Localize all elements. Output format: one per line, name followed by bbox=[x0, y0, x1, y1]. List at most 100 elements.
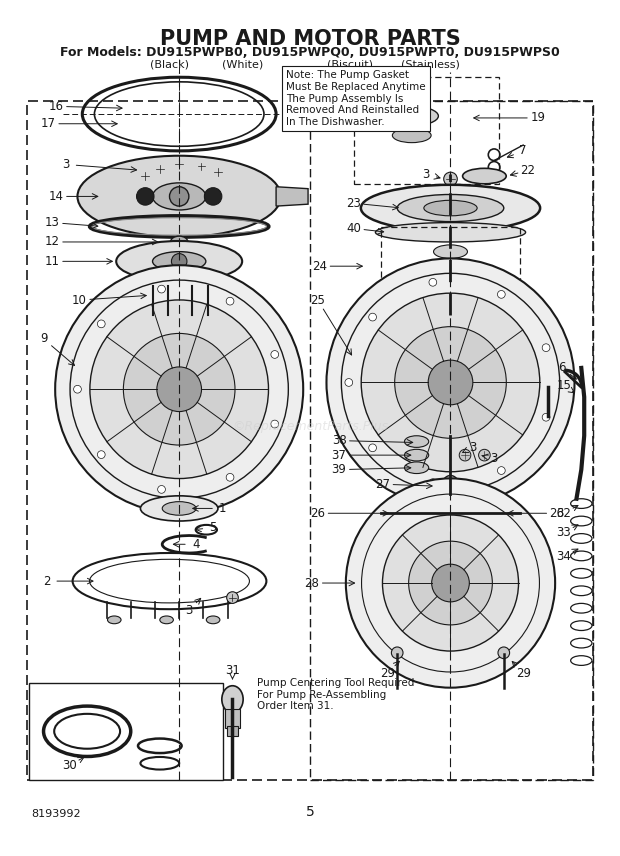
Text: 25: 25 bbox=[311, 294, 325, 306]
Text: 16: 16 bbox=[48, 100, 64, 113]
Text: 5: 5 bbox=[306, 805, 314, 819]
Text: 17: 17 bbox=[41, 117, 56, 130]
Text: 14: 14 bbox=[48, 190, 64, 203]
Text: 34: 34 bbox=[556, 550, 571, 563]
Ellipse shape bbox=[160, 616, 174, 624]
Circle shape bbox=[497, 290, 505, 298]
Text: 26: 26 bbox=[310, 507, 326, 520]
Circle shape bbox=[55, 265, 303, 514]
Text: 33: 33 bbox=[557, 526, 571, 539]
Circle shape bbox=[205, 187, 222, 205]
Circle shape bbox=[90, 300, 268, 479]
Text: ©ReplacementParts.Plus: ©ReplacementParts.Plus bbox=[232, 419, 388, 432]
Circle shape bbox=[97, 320, 105, 328]
Text: (Black): (Black) bbox=[150, 60, 189, 70]
Circle shape bbox=[174, 158, 185, 170]
Circle shape bbox=[542, 413, 550, 421]
Text: 1: 1 bbox=[219, 502, 226, 515]
Ellipse shape bbox=[222, 686, 243, 713]
Text: 13: 13 bbox=[45, 216, 60, 229]
Text: 32: 32 bbox=[556, 507, 571, 520]
Ellipse shape bbox=[141, 496, 218, 521]
Circle shape bbox=[346, 479, 555, 687]
Ellipse shape bbox=[397, 194, 504, 222]
Circle shape bbox=[227, 591, 238, 603]
Circle shape bbox=[395, 327, 507, 438]
Circle shape bbox=[542, 344, 550, 352]
Circle shape bbox=[203, 280, 213, 291]
Circle shape bbox=[459, 449, 471, 461]
Text: 23: 23 bbox=[346, 197, 361, 210]
Ellipse shape bbox=[462, 495, 520, 532]
Text: 10: 10 bbox=[72, 294, 87, 306]
Text: 7: 7 bbox=[520, 145, 527, 158]
Text: 22: 22 bbox=[521, 163, 536, 176]
Ellipse shape bbox=[381, 495, 439, 532]
Circle shape bbox=[172, 253, 187, 269]
Text: 6: 6 bbox=[558, 361, 565, 374]
Ellipse shape bbox=[116, 241, 242, 282]
Circle shape bbox=[157, 285, 166, 293]
Ellipse shape bbox=[433, 245, 467, 259]
Circle shape bbox=[271, 420, 278, 428]
Text: 24: 24 bbox=[312, 259, 327, 273]
Ellipse shape bbox=[78, 156, 281, 237]
Circle shape bbox=[409, 541, 492, 625]
Text: 3: 3 bbox=[185, 603, 193, 616]
Text: 4: 4 bbox=[192, 538, 200, 550]
Text: 27: 27 bbox=[375, 478, 390, 490]
Circle shape bbox=[74, 385, 81, 393]
Bar bbox=[27, 102, 593, 780]
Ellipse shape bbox=[162, 502, 196, 515]
Text: 12: 12 bbox=[45, 235, 60, 248]
Polygon shape bbox=[276, 187, 308, 206]
Text: (Stainless): (Stainless) bbox=[401, 60, 459, 70]
Text: 37: 37 bbox=[332, 449, 347, 461]
Text: 3: 3 bbox=[423, 168, 430, 181]
Text: 29: 29 bbox=[380, 667, 395, 680]
Circle shape bbox=[361, 293, 540, 472]
Circle shape bbox=[162, 280, 173, 291]
Ellipse shape bbox=[433, 274, 467, 288]
Circle shape bbox=[345, 378, 353, 386]
Circle shape bbox=[271, 351, 278, 359]
Bar bbox=[227, 727, 238, 736]
Text: 28: 28 bbox=[304, 577, 319, 590]
Circle shape bbox=[157, 367, 202, 412]
Text: For Models: DU915PWPB0, DU915PWPQ0, DU915PWPT0, DU915PWPS0: For Models: DU915PWPB0, DU915PWPQ0, DU91… bbox=[60, 46, 560, 59]
Circle shape bbox=[157, 485, 166, 493]
Text: (White): (White) bbox=[221, 60, 263, 70]
Text: 3: 3 bbox=[490, 451, 498, 465]
Ellipse shape bbox=[424, 200, 477, 216]
Circle shape bbox=[369, 313, 376, 321]
Circle shape bbox=[497, 467, 505, 474]
Circle shape bbox=[429, 479, 436, 486]
Text: 5: 5 bbox=[210, 521, 217, 534]
Text: 3: 3 bbox=[62, 158, 69, 171]
Circle shape bbox=[148, 280, 158, 291]
Text: 11: 11 bbox=[45, 255, 60, 268]
Text: 26: 26 bbox=[549, 507, 565, 520]
Ellipse shape bbox=[442, 475, 459, 496]
Bar bbox=[310, 102, 593, 780]
Text: 38: 38 bbox=[332, 434, 347, 447]
Ellipse shape bbox=[404, 449, 428, 461]
Ellipse shape bbox=[392, 128, 431, 143]
Ellipse shape bbox=[404, 436, 428, 448]
Circle shape bbox=[136, 187, 154, 205]
Circle shape bbox=[154, 163, 166, 175]
Text: 8193992: 8193992 bbox=[31, 810, 81, 819]
Circle shape bbox=[97, 451, 105, 459]
Ellipse shape bbox=[433, 259, 467, 273]
Ellipse shape bbox=[404, 462, 428, 473]
Text: 9: 9 bbox=[40, 332, 47, 345]
Ellipse shape bbox=[206, 616, 220, 624]
Circle shape bbox=[369, 444, 376, 452]
Text: 3: 3 bbox=[469, 441, 477, 454]
Circle shape bbox=[169, 187, 189, 206]
Circle shape bbox=[444, 172, 458, 186]
Circle shape bbox=[140, 170, 151, 181]
Text: 15: 15 bbox=[556, 379, 571, 392]
Text: (Biscuit): (Biscuit) bbox=[327, 60, 373, 70]
Ellipse shape bbox=[385, 106, 438, 126]
